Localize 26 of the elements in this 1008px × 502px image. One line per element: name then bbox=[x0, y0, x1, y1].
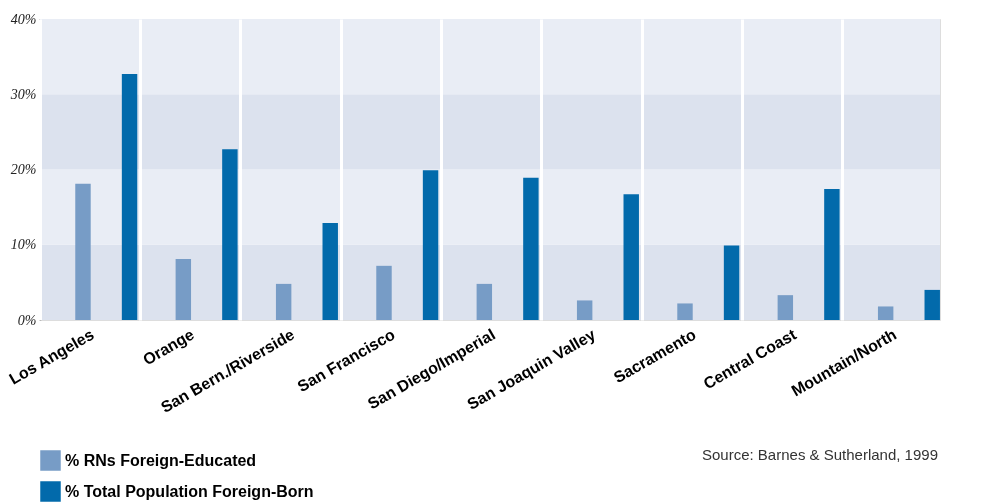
bar bbox=[275, 283, 292, 320]
y-tick-label: 10% bbox=[10, 237, 37, 253]
bar bbox=[777, 295, 794, 320]
y-tick-label: 40% bbox=[10, 11, 37, 27]
bar bbox=[322, 222, 338, 320]
bar bbox=[824, 189, 840, 320]
bar bbox=[877, 306, 894, 320]
bar bbox=[75, 183, 91, 320]
bar bbox=[677, 303, 693, 320]
y-tick-label: 0% bbox=[17, 312, 37, 328]
source-note: Source: Barnes & Sutherland, 1999 bbox=[702, 446, 938, 463]
bar bbox=[422, 170, 439, 320]
bar bbox=[376, 265, 392, 320]
legend-label: % Total Population Foreign-Born bbox=[65, 482, 314, 500]
bar bbox=[623, 194, 639, 320]
bar bbox=[222, 149, 238, 320]
bar bbox=[121, 73, 138, 320]
bar bbox=[723, 245, 740, 320]
bar bbox=[576, 300, 593, 320]
bar bbox=[924, 289, 940, 320]
bar bbox=[523, 177, 539, 320]
y-tick-label: 20% bbox=[10, 162, 37, 177]
y-tick-label: 30% bbox=[9, 86, 37, 102]
bar bbox=[476, 283, 493, 320]
bar bbox=[175, 259, 192, 320]
legend-label: % RNs Foreign-Educated bbox=[65, 451, 257, 469]
